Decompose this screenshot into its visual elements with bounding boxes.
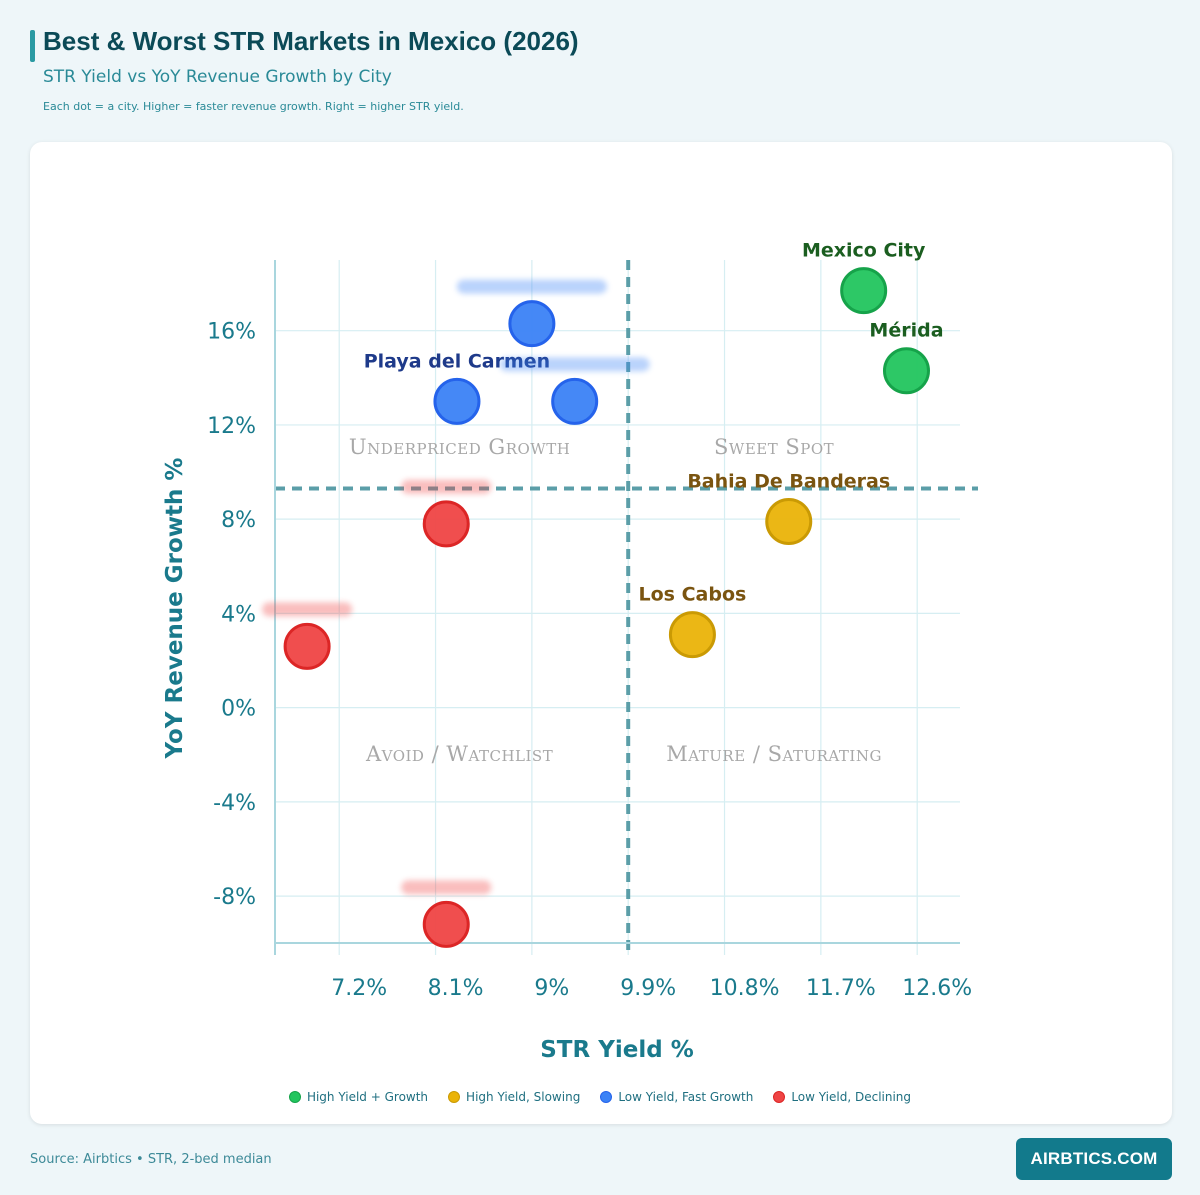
quadrant-label-bottom-left: Avoid / Watchlist — [365, 742, 553, 766]
x-tick-label-3: 9.9% — [620, 976, 676, 1001]
title-accent-bar — [30, 30, 35, 62]
data-point-2-2 — [551, 377, 599, 425]
point-label-1-0: Bahia De Banderas — [687, 471, 890, 493]
chart-legend: High Yield + Growth High Yield, Slowing Lo… — [0, 1090, 1200, 1104]
y-tick-label-0: 16% — [207, 320, 256, 345]
quadrant-label-top-right: Sweet Spot — [714, 435, 834, 459]
legend-item-2: Low Yield, Fast Growth — [600, 1090, 753, 1104]
legend-label: Low Yield, Fast Growth — [618, 1090, 754, 1104]
chart-card — [30, 142, 1172, 1124]
page-title: Best & Worst STR Markets in Mexico (2026… — [43, 26, 579, 56]
y-tick-label-4: 0% — [221, 697, 256, 722]
data-point-0-1 — [882, 347, 930, 395]
y-tick-label-1: 12% — [207, 414, 256, 439]
y-tick-label-2: 8% — [221, 508, 256, 533]
data-point-1-0 — [765, 498, 813, 546]
quadrant-dividers — [275, 260, 978, 955]
x-tick-label-6: 12.6% — [902, 976, 972, 1001]
quadrant-labels: Underpriced Growth Sweet Spot Avoid / Watc… — [349, 435, 882, 766]
y-tick-label-6: -8% — [213, 885, 256, 910]
quadrant-label-bottom-right: Mature / Saturating — [666, 742, 882, 766]
chart-note: Each dot = a city. Higher = faster reven… — [43, 100, 464, 113]
tick-labels: 7.2% 8.1% 9% 9.9% 10.8% 11.7% 12.6% 16% 12% 8% 4% 0… — [162, 320, 972, 1063]
x-tick-label-2: 9% — [534, 976, 569, 1001]
legend-item-3: Low Yield, Declining — [773, 1090, 911, 1104]
quadrant-label-top-left: Underpriced Growth — [349, 435, 570, 459]
data-points — [283, 267, 930, 948]
legend-dot-icon — [448, 1091, 461, 1103]
x-tick-label-5: 11.7% — [806, 976, 876, 1001]
blurred-label-2-0 — [456, 279, 607, 294]
x-tick-label-4: 10.8% — [710, 976, 780, 1001]
data-point-0-0 — [840, 267, 888, 315]
legend-label: High Yield, Slowing — [466, 1090, 581, 1104]
data-point-3-0 — [422, 500, 470, 548]
y-tick-label-5: -4% — [213, 791, 256, 816]
legend-dot-icon — [288, 1091, 301, 1103]
blurred-label-3-2 — [401, 880, 492, 895]
x-tick-label-1: 8.1% — [428, 976, 484, 1001]
legend-dot-icon — [600, 1091, 613, 1103]
point-labels: Mexico City Mérida Bahia De Banderas Los Ca… — [262, 240, 944, 895]
data-point-1-1 — [668, 611, 716, 659]
legend-item-0: High Yield + Growth — [288, 1090, 429, 1104]
x-tick-label-0: 7.2% — [331, 976, 387, 1001]
data-point-3-1 — [283, 622, 331, 670]
legend-dot-icon — [773, 1091, 786, 1103]
data-point-2-1 — [433, 377, 481, 425]
data-point-3-2 — [422, 900, 470, 948]
blurred-label-3-0 — [401, 479, 492, 494]
blurred-label-3-1 — [262, 602, 353, 617]
x-axis-title: STR Yield % — [540, 1037, 694, 1063]
source-note: Source: Airbtics • STR, 2-bed median — [30, 1152, 272, 1167]
y-tick-label-3: 4% — [221, 602, 256, 627]
blurred-label-2-2 — [499, 357, 650, 372]
legend-label: High Yield + Growth — [306, 1090, 429, 1104]
legend-label: Low Yield, Declining — [791, 1090, 912, 1104]
page-subtitle: STR Yield vs YoY Revenue Growth by City — [43, 67, 392, 87]
point-label-0-0: Mexico City — [802, 240, 926, 262]
data-point-2-0 — [508, 300, 556, 348]
legend-item-1: High Yield, Slowing — [448, 1090, 580, 1104]
y-axis-title: YoY Revenue Growth % — [162, 458, 188, 760]
point-label-1-1: Los Cabos — [639, 584, 747, 606]
brand-link-button[interactable]: AIRBTICS.COM — [1016, 1138, 1172, 1180]
point-label-0-1: Mérida — [869, 320, 943, 342]
